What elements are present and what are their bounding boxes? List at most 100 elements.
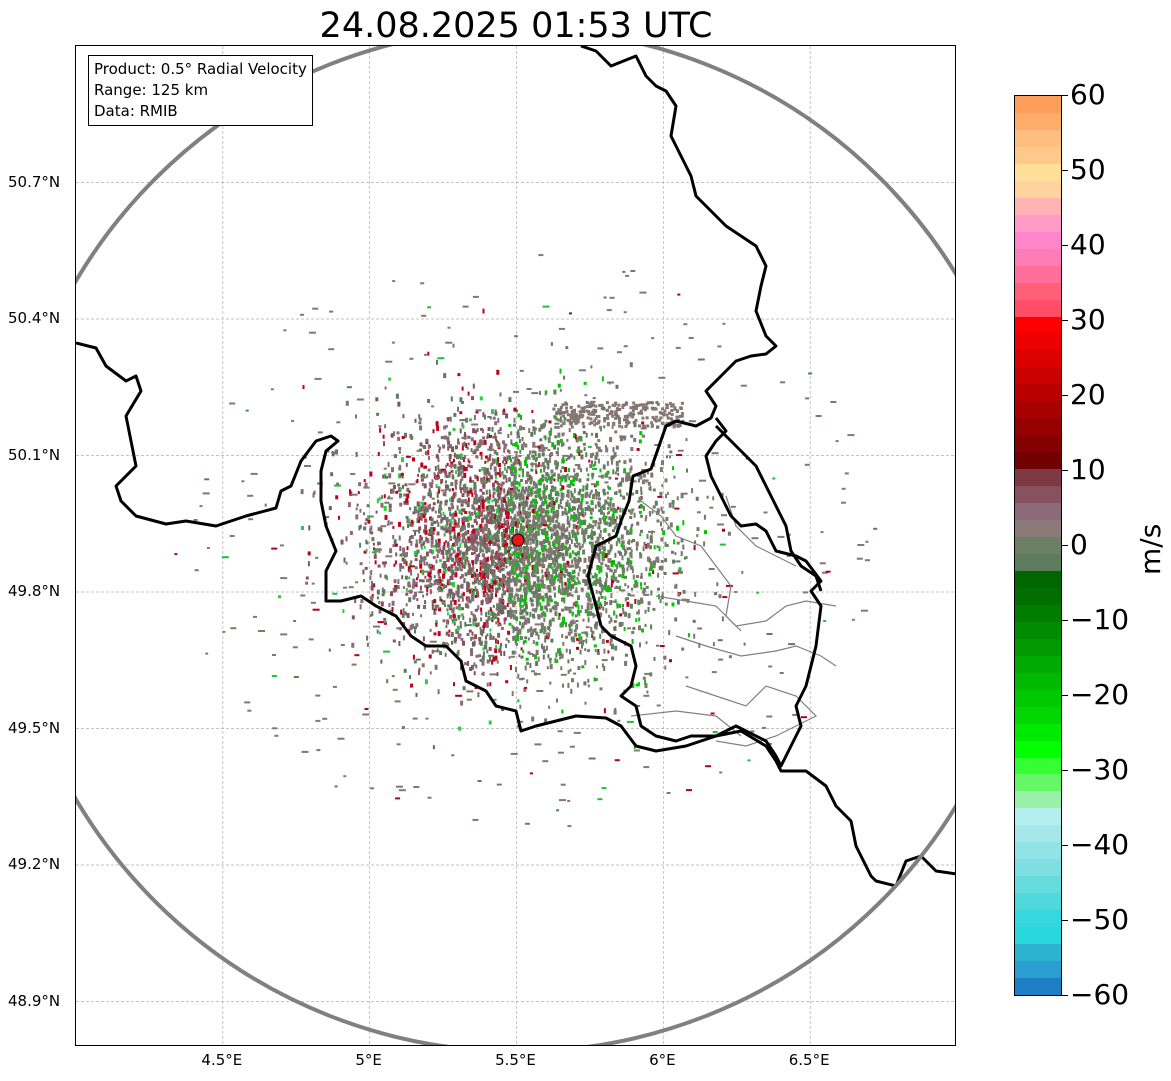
colorbar-tick-label: 30	[1070, 303, 1106, 336]
colorbar-segment	[1015, 180, 1061, 201]
colorbar-tick-label: 0	[1070, 528, 1088, 561]
colorbar-segment	[1015, 808, 1061, 829]
colorbar-segment	[1015, 570, 1061, 591]
colorbar-tick	[1062, 395, 1068, 396]
colorbar-segment	[1015, 350, 1061, 371]
colorbar-segment	[1015, 265, 1061, 286]
colorbar-tick-label: −30	[1070, 753, 1130, 786]
colorbar-tick-label: 60	[1070, 78, 1106, 111]
national-border	[599, 417, 823, 768]
colorbar-segment	[1015, 316, 1061, 337]
colorbar-segment	[1015, 723, 1061, 744]
colorbar-segment	[1015, 689, 1061, 710]
lon-tick-label: 6°E	[649, 1051, 676, 1069]
colorbar-tick-label: 50	[1070, 153, 1106, 186]
chart-title: 24.08.2025 01:53 UTC	[319, 6, 713, 46]
lat-tick-label: 49.2°N	[8, 855, 61, 873]
colorbar-segment	[1015, 163, 1061, 184]
colorbar-tick	[1062, 170, 1068, 171]
colorbar-segment	[1015, 774, 1061, 795]
colorbar-segment	[1015, 486, 1061, 506]
national-border	[76, 341, 955, 888]
admin-boundary	[630, 710, 742, 737]
colorbar-tick	[1062, 620, 1068, 621]
colorbar-segment	[1015, 961, 1061, 981]
colorbar-segment	[1015, 825, 1061, 846]
colorbar-tick-label: −40	[1070, 828, 1130, 861]
colorbar-segment	[1015, 859, 1061, 879]
colorbar-segment	[1015, 791, 1061, 812]
lon-tick-label: 5°E	[355, 1051, 382, 1069]
colorbar-segment	[1015, 197, 1061, 218]
colorbar-segment	[1015, 146, 1061, 167]
colorbar-segment	[1015, 537, 1061, 557]
colorbar-segment	[1015, 333, 1061, 354]
colorbar-segment	[1015, 944, 1061, 964]
colorbar-tick	[1062, 770, 1068, 771]
colorbar-segment	[1015, 893, 1061, 913]
colorbar-segment	[1015, 469, 1061, 489]
colorbar-segment	[1015, 231, 1061, 252]
colorbar-tick-label: −20	[1070, 678, 1130, 711]
colorbar-tick	[1062, 845, 1068, 846]
colorbar-segment	[1015, 706, 1061, 727]
colorbar-segment	[1015, 299, 1061, 320]
colorbar-segment	[1015, 740, 1061, 761]
admin-boundary	[640, 500, 742, 632]
colorbar-tick-label: 10	[1070, 453, 1106, 486]
colorbar-segment	[1015, 401, 1061, 421]
lat-tick-label: 49.5°N	[8, 718, 61, 737]
national-border	[580, 46, 778, 627]
colorbar-segment	[1015, 604, 1061, 625]
colorbar-tick-label: −10	[1070, 603, 1130, 636]
colorbar-tick-label: −60	[1070, 978, 1130, 1011]
colorbar-segment	[1015, 248, 1061, 269]
colorbar-segment	[1015, 282, 1061, 303]
colorbar-tick	[1062, 245, 1068, 246]
colorbar-segment	[1015, 587, 1061, 608]
colorbar-unit-label: m/s	[1134, 523, 1167, 575]
colorbar-segment	[1015, 384, 1061, 404]
colorbar-segment	[1015, 757, 1061, 778]
lon-tick-label: 6.5°E	[788, 1051, 830, 1069]
map-canvas	[76, 46, 955, 1045]
colorbar-tick-label: −50	[1070, 903, 1130, 936]
colorbar-segment	[1015, 503, 1061, 523]
colorbar-tick	[1062, 920, 1068, 921]
national-border	[714, 424, 823, 592]
velocity-echoes	[174, 254, 878, 828]
radar-map[interactable]	[75, 45, 956, 1046]
lat-tick-label: 48.9°N	[8, 991, 61, 1010]
colorbar-segment	[1015, 842, 1061, 862]
admin-boundary	[655, 595, 837, 627]
product-text: Product: 0.5° Radial Velocity	[94, 60, 307, 78]
lon-tick-label: 5.5°E	[495, 1051, 536, 1069]
colorbar-tick	[1062, 995, 1068, 996]
radar-site-marker	[511, 533, 525, 547]
colorbar-segment	[1015, 927, 1061, 947]
colorbar-segment	[1015, 910, 1061, 930]
colorbar-tick	[1062, 695, 1068, 696]
data-source-text: Data: RMIB	[94, 102, 178, 120]
colorbar-segment	[1015, 214, 1061, 235]
colorbar-segment	[1015, 621, 1061, 642]
colorbar-segment	[1015, 418, 1061, 438]
colorbar-tick	[1062, 545, 1068, 546]
admin-boundary	[675, 635, 837, 667]
colorbar-tick	[1062, 470, 1068, 471]
colorbar-segment	[1015, 553, 1061, 574]
admin-boundary	[685, 685, 818, 747]
lon-tick-label: 4.5°E	[201, 1051, 243, 1069]
colorbar-segment	[1015, 876, 1061, 896]
colorbar-segment	[1015, 367, 1061, 388]
colorbar-segment	[1015, 672, 1061, 693]
colorbar-segment	[1015, 129, 1061, 150]
colorbar-segment	[1015, 112, 1061, 133]
range-text: Range: 125 km	[94, 81, 209, 99]
colorbar	[1014, 95, 1062, 996]
colorbar-segment	[1015, 638, 1061, 659]
colorbar-segment	[1015, 520, 1061, 540]
colorbar-segment	[1015, 435, 1061, 455]
lat-tick-label: 50.4°N	[8, 309, 61, 327]
colorbar-segment	[1015, 452, 1061, 472]
